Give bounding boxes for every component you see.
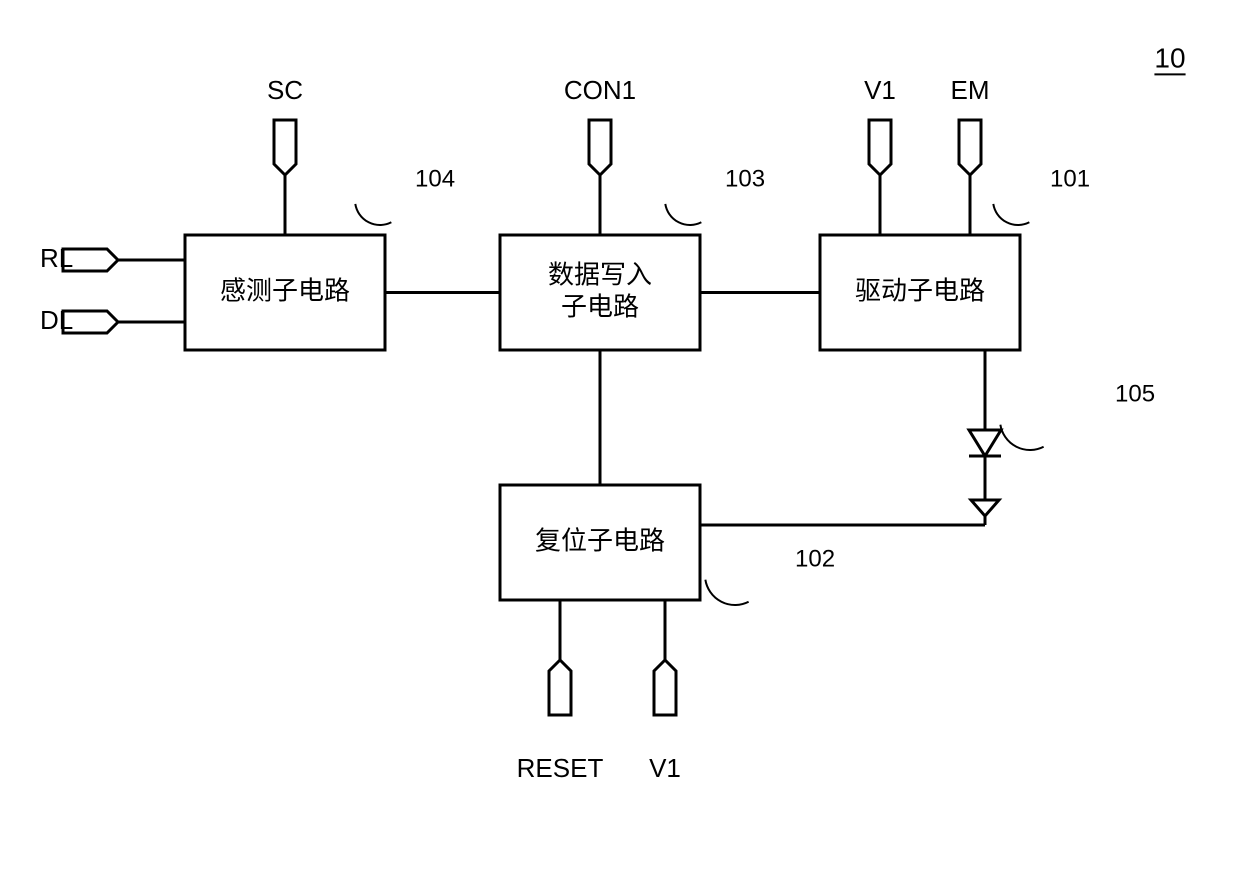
block-data_write-label-line1: 数据写入 — [548, 259, 652, 289]
block-sensing-label: 感测子电路 — [220, 275, 350, 305]
callout-101-arc — [993, 204, 1029, 225]
callout-103-arc — [665, 204, 701, 225]
ground-icon — [971, 500, 999, 516]
callout-104-arc — [355, 204, 391, 225]
block-driver-label: 驱动子电路 — [855, 275, 985, 305]
terminal-DL-label: DL — [40, 305, 73, 335]
figure-number: 10 — [1154, 42, 1185, 73]
callout-104-label: 104 — [415, 165, 455, 192]
led-icon — [969, 430, 1001, 456]
terminal-CON1 — [589, 120, 611, 175]
callout-101-label: 101 — [1050, 165, 1090, 192]
terminal-RESET — [549, 660, 571, 715]
terminal-RL-label: RL — [40, 243, 73, 273]
terminal-EM-label: EM — [951, 75, 990, 105]
terminal-V1_bot-label: V1 — [649, 753, 681, 783]
terminal-V1_top-label: V1 — [864, 75, 896, 105]
block-data_write-label-line2: 子电路 — [561, 291, 639, 321]
terminal-SC — [274, 120, 296, 175]
block-reset-label: 复位子电路 — [535, 525, 665, 555]
terminal-RESET-label: RESET — [517, 753, 604, 783]
terminal-SC-label: SC — [267, 75, 303, 105]
callout-102-arc — [705, 580, 748, 605]
terminal-CON1-label: CON1 — [564, 75, 636, 105]
terminal-V1_bot — [654, 660, 676, 715]
callout-103-label: 103 — [725, 165, 765, 192]
circuit-block-diagram: 10 感测子电路 数据写入子电路 驱动子电路复位子电路 SC RL DL CON1 V1 EM RE… — [0, 0, 1240, 874]
terminal-V1_top — [869, 120, 891, 175]
callout-105-arc — [1000, 425, 1043, 450]
terminal-EM — [959, 120, 981, 175]
callout-105-label: 105 — [1115, 380, 1155, 407]
callout-102-label: 102 — [795, 545, 835, 572]
